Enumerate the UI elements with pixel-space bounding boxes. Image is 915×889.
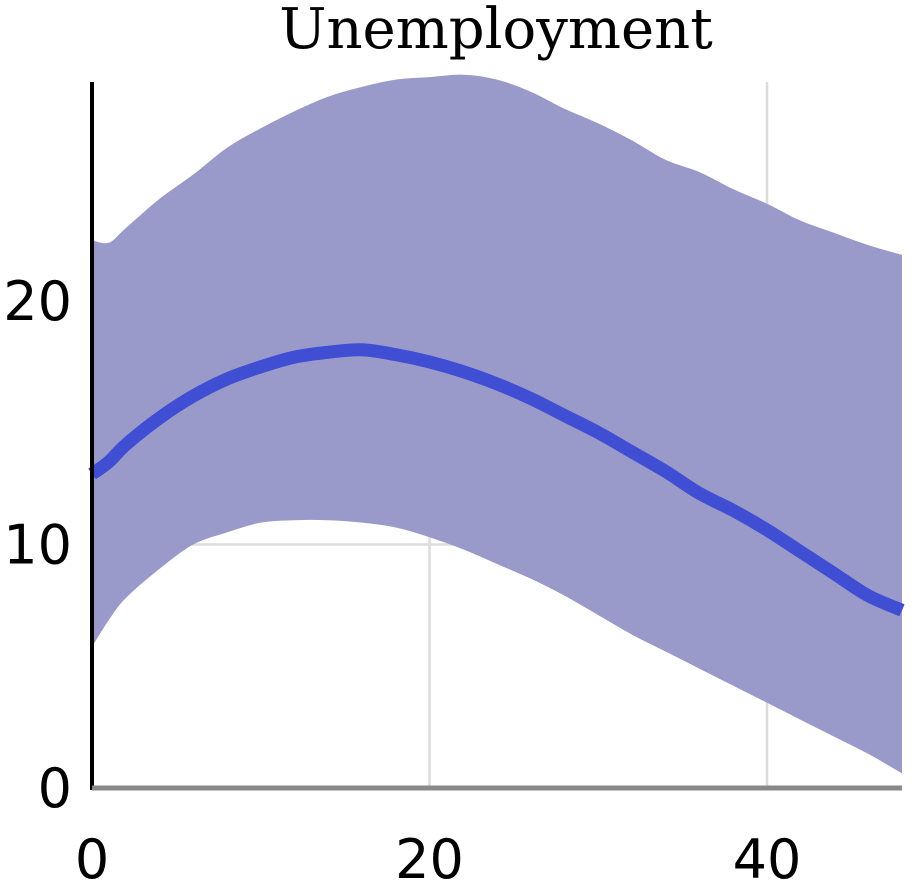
x-tick-label: 20 [395,828,464,889]
x-tick-label: 0 [75,828,109,889]
axes [90,82,902,791]
y-tick-label: 10 [3,514,72,577]
confidence-band-layer [92,74,902,774]
x-tick-label: 40 [733,828,802,889]
tick-labels: 0 20 40 0 10 20 [3,270,801,889]
y-tick-label: 20 [3,270,72,333]
y-tick-label: 0 [38,757,72,820]
chart-title: Unemployment [279,0,713,62]
confidence-band [92,74,902,774]
series-line [88,343,905,617]
line-layer [88,343,905,617]
